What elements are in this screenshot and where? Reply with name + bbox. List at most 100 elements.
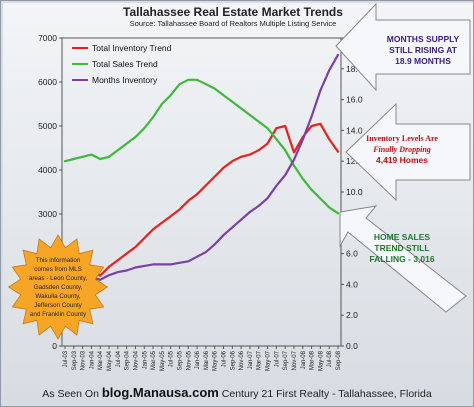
inventory-line-2: Finally Dropping <box>372 145 431 154</box>
chart-title: Tallahassee Real Estate Market Trends <box>123 5 343 19</box>
x-tick-label: May-07 <box>266 350 272 371</box>
data-point <box>213 175 216 178</box>
y-right-tick-label: 4.0 <box>346 279 358 289</box>
data-point <box>319 89 322 92</box>
data-point <box>310 115 313 118</box>
sales-line-1: HOME SALES <box>374 232 431 242</box>
data-point <box>152 263 154 266</box>
data-point <box>240 218 243 221</box>
data-point <box>240 155 243 158</box>
data-point <box>90 153 93 156</box>
data-point <box>196 193 198 196</box>
x-tick-label: May-04 <box>107 350 113 371</box>
data-point <box>222 94 225 97</box>
data-point <box>266 127 269 130</box>
data-point <box>81 155 84 158</box>
data-point <box>143 127 146 130</box>
series-lines <box>63 53 340 290</box>
data-point <box>116 259 119 262</box>
data-point <box>284 149 287 152</box>
inventory-line-1: Inventory Levels Are <box>366 134 438 143</box>
mls-note-line-3: areas - Leon County, <box>29 275 88 282</box>
sales-line-3: FALLING - 3,016 <box>369 254 434 264</box>
x-tick-label: Sep-04 <box>125 350 131 370</box>
data-point <box>231 160 234 163</box>
data-point <box>275 127 278 130</box>
data-point <box>257 204 260 207</box>
months-supply-line-3: 18.9 MONTHS <box>395 56 451 66</box>
data-point <box>205 251 207 253</box>
data-point <box>257 120 260 123</box>
x-tick-label: Mar-07 <box>257 350 263 370</box>
data-point <box>213 243 216 246</box>
data-point <box>160 103 163 105</box>
x-tick-label: May-08 <box>318 350 324 371</box>
data-point <box>337 150 339 153</box>
mls-note-line-6: Jefferson County <box>34 302 82 309</box>
x-tick-label: Sep-07 <box>283 350 289 370</box>
x-tick-label: Sep-03 <box>72 350 78 370</box>
data-point <box>116 271 119 273</box>
y-right-tick-label: 10.0 <box>346 187 363 197</box>
data-point <box>134 246 137 248</box>
footer-site-link[interactable]: blog.Manausa.com <box>101 385 219 400</box>
x-tick-label: Jan-07 <box>248 350 254 369</box>
data-point <box>196 78 198 81</box>
y-right-tick-label: 14.0 <box>346 125 363 135</box>
data-point <box>205 184 207 187</box>
data-point <box>187 78 190 81</box>
y-right-tick-label: 2.0 <box>346 310 358 320</box>
x-tick-label: Nov-06 <box>239 350 245 370</box>
chart-subtitle: Source: Tallahassee Board of Realtors Mu… <box>130 19 337 28</box>
data-point <box>143 265 146 267</box>
x-tick-label: Jul-03 <box>63 350 69 367</box>
data-point <box>293 164 295 167</box>
x-tick-label: Nov-07 <box>292 350 298 370</box>
mls-note-starburst: This information comes from MLS areas - … <box>7 234 109 340</box>
x-tick-label: Jan-04 <box>89 350 95 369</box>
data-point <box>99 274 102 277</box>
data-point <box>328 206 331 209</box>
data-point <box>169 263 172 266</box>
data-point <box>266 197 269 200</box>
y-left-tick-label: 7000 <box>38 33 57 43</box>
x-tick-label: Jan-06 <box>195 350 201 369</box>
data-point <box>125 142 128 145</box>
data-point <box>319 122 322 125</box>
data-point <box>240 107 243 110</box>
data-point <box>205 83 207 86</box>
months-supply-line-1: MONTHS SUPPLY <box>387 34 460 44</box>
data-point <box>99 278 102 281</box>
y-right-tick-label: 0.0 <box>346 341 358 351</box>
data-point <box>99 158 102 160</box>
data-point <box>160 263 163 266</box>
x-tick-label: Mar-06 <box>204 350 210 370</box>
starburst-shape <box>7 234 109 340</box>
data-point <box>301 177 304 180</box>
data-point <box>64 160 66 163</box>
x-tick-label: Jul-04 <box>116 350 122 367</box>
mls-note-line-4: Gadsden County, <box>34 284 83 291</box>
sales-arrow: HOME SALES TREND STILL FALLING - 3,016 <box>339 205 467 313</box>
data-point <box>275 138 278 141</box>
y-left-tick-label: 0 <box>52 341 57 351</box>
data-point <box>134 136 137 138</box>
x-tick-label: May-06 <box>213 350 219 371</box>
data-point <box>293 158 295 161</box>
data-point <box>249 211 251 213</box>
data-point <box>178 261 181 264</box>
data-point <box>249 153 251 156</box>
x-tick-label: Sep-06 <box>230 350 236 370</box>
series-line-total-inventory-trend <box>63 122 340 290</box>
data-point <box>178 208 181 211</box>
data-point <box>196 255 198 258</box>
data-point <box>187 260 190 263</box>
data-point <box>231 100 234 103</box>
data-point <box>275 184 278 187</box>
data-point <box>116 149 119 152</box>
data-point <box>187 199 190 202</box>
legend-label-months: Months Inventory <box>92 75 158 85</box>
data-point <box>337 212 339 215</box>
data-point <box>125 252 128 255</box>
